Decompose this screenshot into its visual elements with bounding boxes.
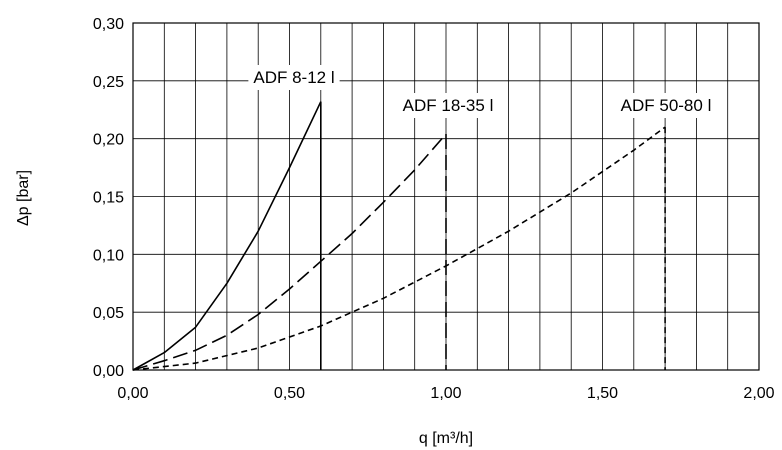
series-label-background <box>397 93 499 118</box>
y-tick-label: 0,05 <box>93 305 124 322</box>
series-line-3 <box>132 126 666 371</box>
y-tick-label: 0,15 <box>93 190 124 207</box>
y-tick-label: 0,10 <box>93 247 124 264</box>
x-tick-label: 2,00 <box>743 385 774 402</box>
x-axis-title: q [m³/h] <box>419 430 473 447</box>
series-line-2 <box>132 133 447 371</box>
x-tick-label: 0,50 <box>274 385 305 402</box>
x-tick-label: 1,50 <box>587 385 618 402</box>
x-tick-label: 0,00 <box>117 385 148 402</box>
series-label-3: ADF 50-80 l <box>621 96 712 115</box>
y-tick-label: 0,30 <box>93 16 124 33</box>
series-label-background <box>615 93 717 118</box>
y-axis-title: Δp [bar] <box>15 170 32 226</box>
series-label-background <box>248 65 340 90</box>
grid <box>133 23 759 370</box>
y-tick-label: 0,25 <box>93 74 124 91</box>
tick-labels: 0,00 0,50 1,00 1,50 2,00 0,00 0,05 0,10 0,15 0,20… <box>93 16 775 402</box>
series-label-1: ADF 8-12 l <box>253 68 334 87</box>
plot-frame <box>132 22 760 371</box>
series-labels: ADF 8-12 l ADF 18-35 l ADF 50-80 l <box>248 65 717 118</box>
series-line-1 <box>132 101 322 371</box>
y-tick-label: 0,20 <box>93 132 124 149</box>
series-label-2: ADF 18-35 l <box>403 96 494 115</box>
series-group <box>132 101 666 371</box>
x-tick-label: 1,00 <box>430 385 461 402</box>
y-tick-label: 0,00 <box>93 363 124 380</box>
